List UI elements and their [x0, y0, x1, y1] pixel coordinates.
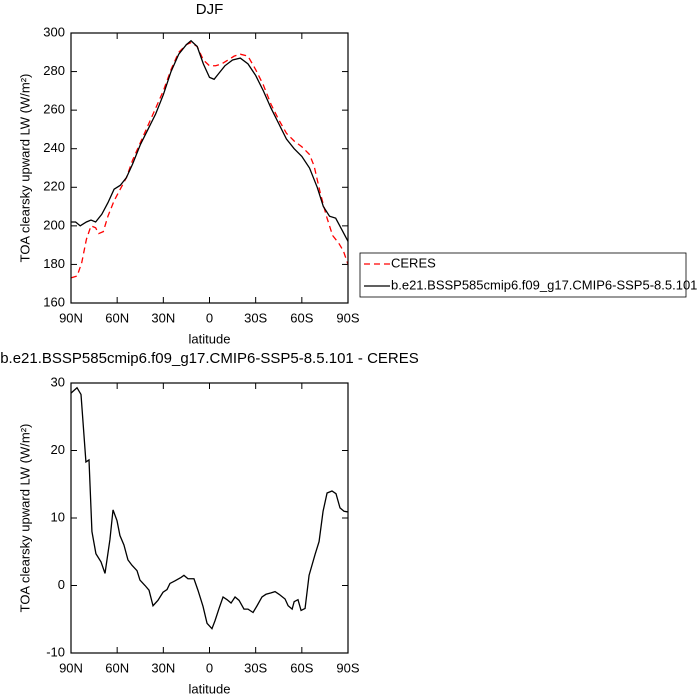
legend-box — [359, 252, 687, 298]
y-tick-label: 300 — [43, 24, 65, 39]
x-tick-label: 90S — [336, 310, 359, 325]
data-line — [71, 39, 349, 242]
y-tick-label: 200 — [43, 217, 65, 232]
x-tick-label: 90N — [59, 310, 83, 325]
x-tick-label: 30S — [244, 660, 267, 675]
y-tick-label: 280 — [43, 63, 65, 78]
legend-label: CERES — [391, 255, 436, 270]
chart-title: DJF — [196, 1, 224, 18]
y-tick-label: 180 — [43, 256, 65, 271]
y-tick-label: 160 — [43, 294, 65, 309]
y-tick-label: 260 — [43, 102, 65, 117]
chart-title: b.e21.BSSP585cmip6.f09_g17.CMIP6-SSP5-8.… — [0, 350, 419, 367]
x-tick-label: 30N — [151, 310, 175, 325]
x-tick-label: 60S — [290, 310, 313, 325]
x-tick-label: 30S — [244, 310, 267, 325]
y-axis-label: TOA clearsky upward LW (W/m²) — [17, 424, 32, 613]
x-tick-label: 30N — [151, 660, 175, 675]
x-tick-label: 90S — [336, 660, 359, 675]
legend: CERES b.e21.BSSP585cmip6.f09_g17.CMIP6-SS… — [359, 252, 697, 298]
y-tick-label: -10 — [46, 644, 65, 659]
legend-label: b.e21.BSSP585cmip6.f09_g17.CMIP6-SSP5-8.… — [391, 277, 697, 292]
data-line — [70, 41, 349, 279]
x-axis-label: latitude — [189, 331, 231, 346]
x-axis-label: latitude — [189, 681, 231, 696]
y-tick-label: 0 — [58, 577, 65, 592]
x-tick-label: 90N — [59, 660, 83, 675]
plot-frame — [70, 32, 349, 304]
plot-frame — [70, 382, 349, 654]
data-line — [70, 386, 349, 630]
x-tick-label: 60N — [105, 660, 129, 675]
y-axis-label: TOA clearsky upward LW (W/m²) — [17, 74, 32, 263]
y-tick-label: 10 — [51, 509, 65, 524]
y-tick-label: 220 — [43, 179, 65, 194]
y-tick-label: 240 — [43, 140, 65, 155]
x-tick-label: 60N — [105, 310, 129, 325]
y-tick-label: 20 — [51, 442, 65, 457]
x-tick-label: 0 — [206, 310, 213, 325]
x-tick-label: 0 — [206, 660, 213, 675]
y-tick-label: 30 — [51, 374, 65, 389]
x-tick-label: 60S — [290, 660, 313, 675]
